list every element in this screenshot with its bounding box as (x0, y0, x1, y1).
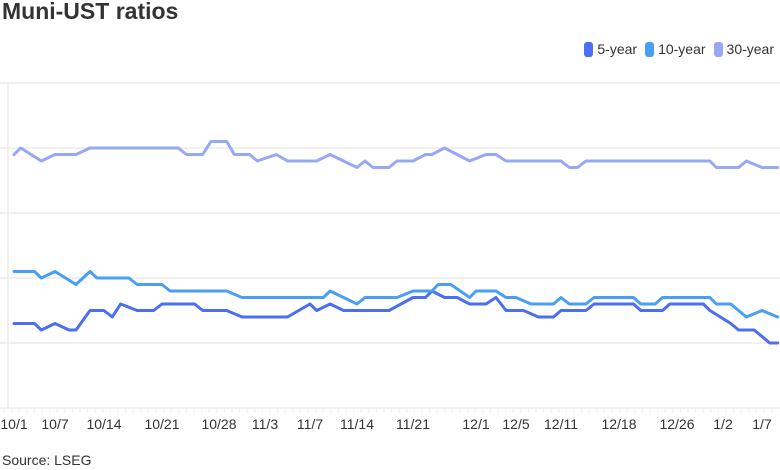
line-chart: 10/1 10/7 10/14 10/21 10/28 11/3 11/7 11/14 11/2… (0, 82, 780, 432)
legend-swatch-5-year (584, 41, 594, 57)
legend-item-10-year[interactable]: 10-year (645, 41, 706, 57)
x-tick-label: 11/7 (297, 416, 323, 432)
x-tick-label: 1/2 (713, 416, 733, 432)
x-tick-label: 10/1 (0, 416, 27, 432)
legend-item-30-year[interactable]: 30-year (713, 41, 774, 57)
x-tick-label: 12/11 (544, 416, 578, 432)
legend: 5-year 10-year 30-year (584, 41, 774, 57)
x-tick-label: 10/21 (144, 416, 179, 432)
x-tick-label: 1/7 (752, 416, 772, 432)
x-tick-label: 11/14 (340, 416, 374, 432)
x-tick-label: 12/5 (502, 416, 529, 432)
x-tick-label: 12/26 (659, 416, 694, 432)
legend-swatch-10-year (645, 41, 655, 57)
legend-label-5-year: 5-year (597, 41, 638, 57)
series-line-30-year (12, 140, 780, 169)
chart-title: Muni-UST ratios (2, 0, 179, 24)
legend-label-10-year: 10-year (658, 41, 706, 57)
x-tick-label: 10/14 (86, 416, 121, 432)
x-tick-label: 10/28 (201, 416, 236, 432)
legend-label-30-year: 30-year (726, 41, 774, 57)
x-tick-label: 12/1 (462, 416, 489, 432)
x-tick-label: 10/7 (41, 416, 68, 432)
legend-item-5-year[interactable]: 5-year (584, 41, 637, 57)
legend-swatch-30-year (713, 41, 723, 57)
x-tick-label: 11/3 (252, 416, 278, 432)
x-tick-label: 11/21 (396, 416, 430, 432)
source-note: Source: LSEG (2, 452, 92, 468)
x-tick-label: 12/18 (601, 416, 636, 432)
